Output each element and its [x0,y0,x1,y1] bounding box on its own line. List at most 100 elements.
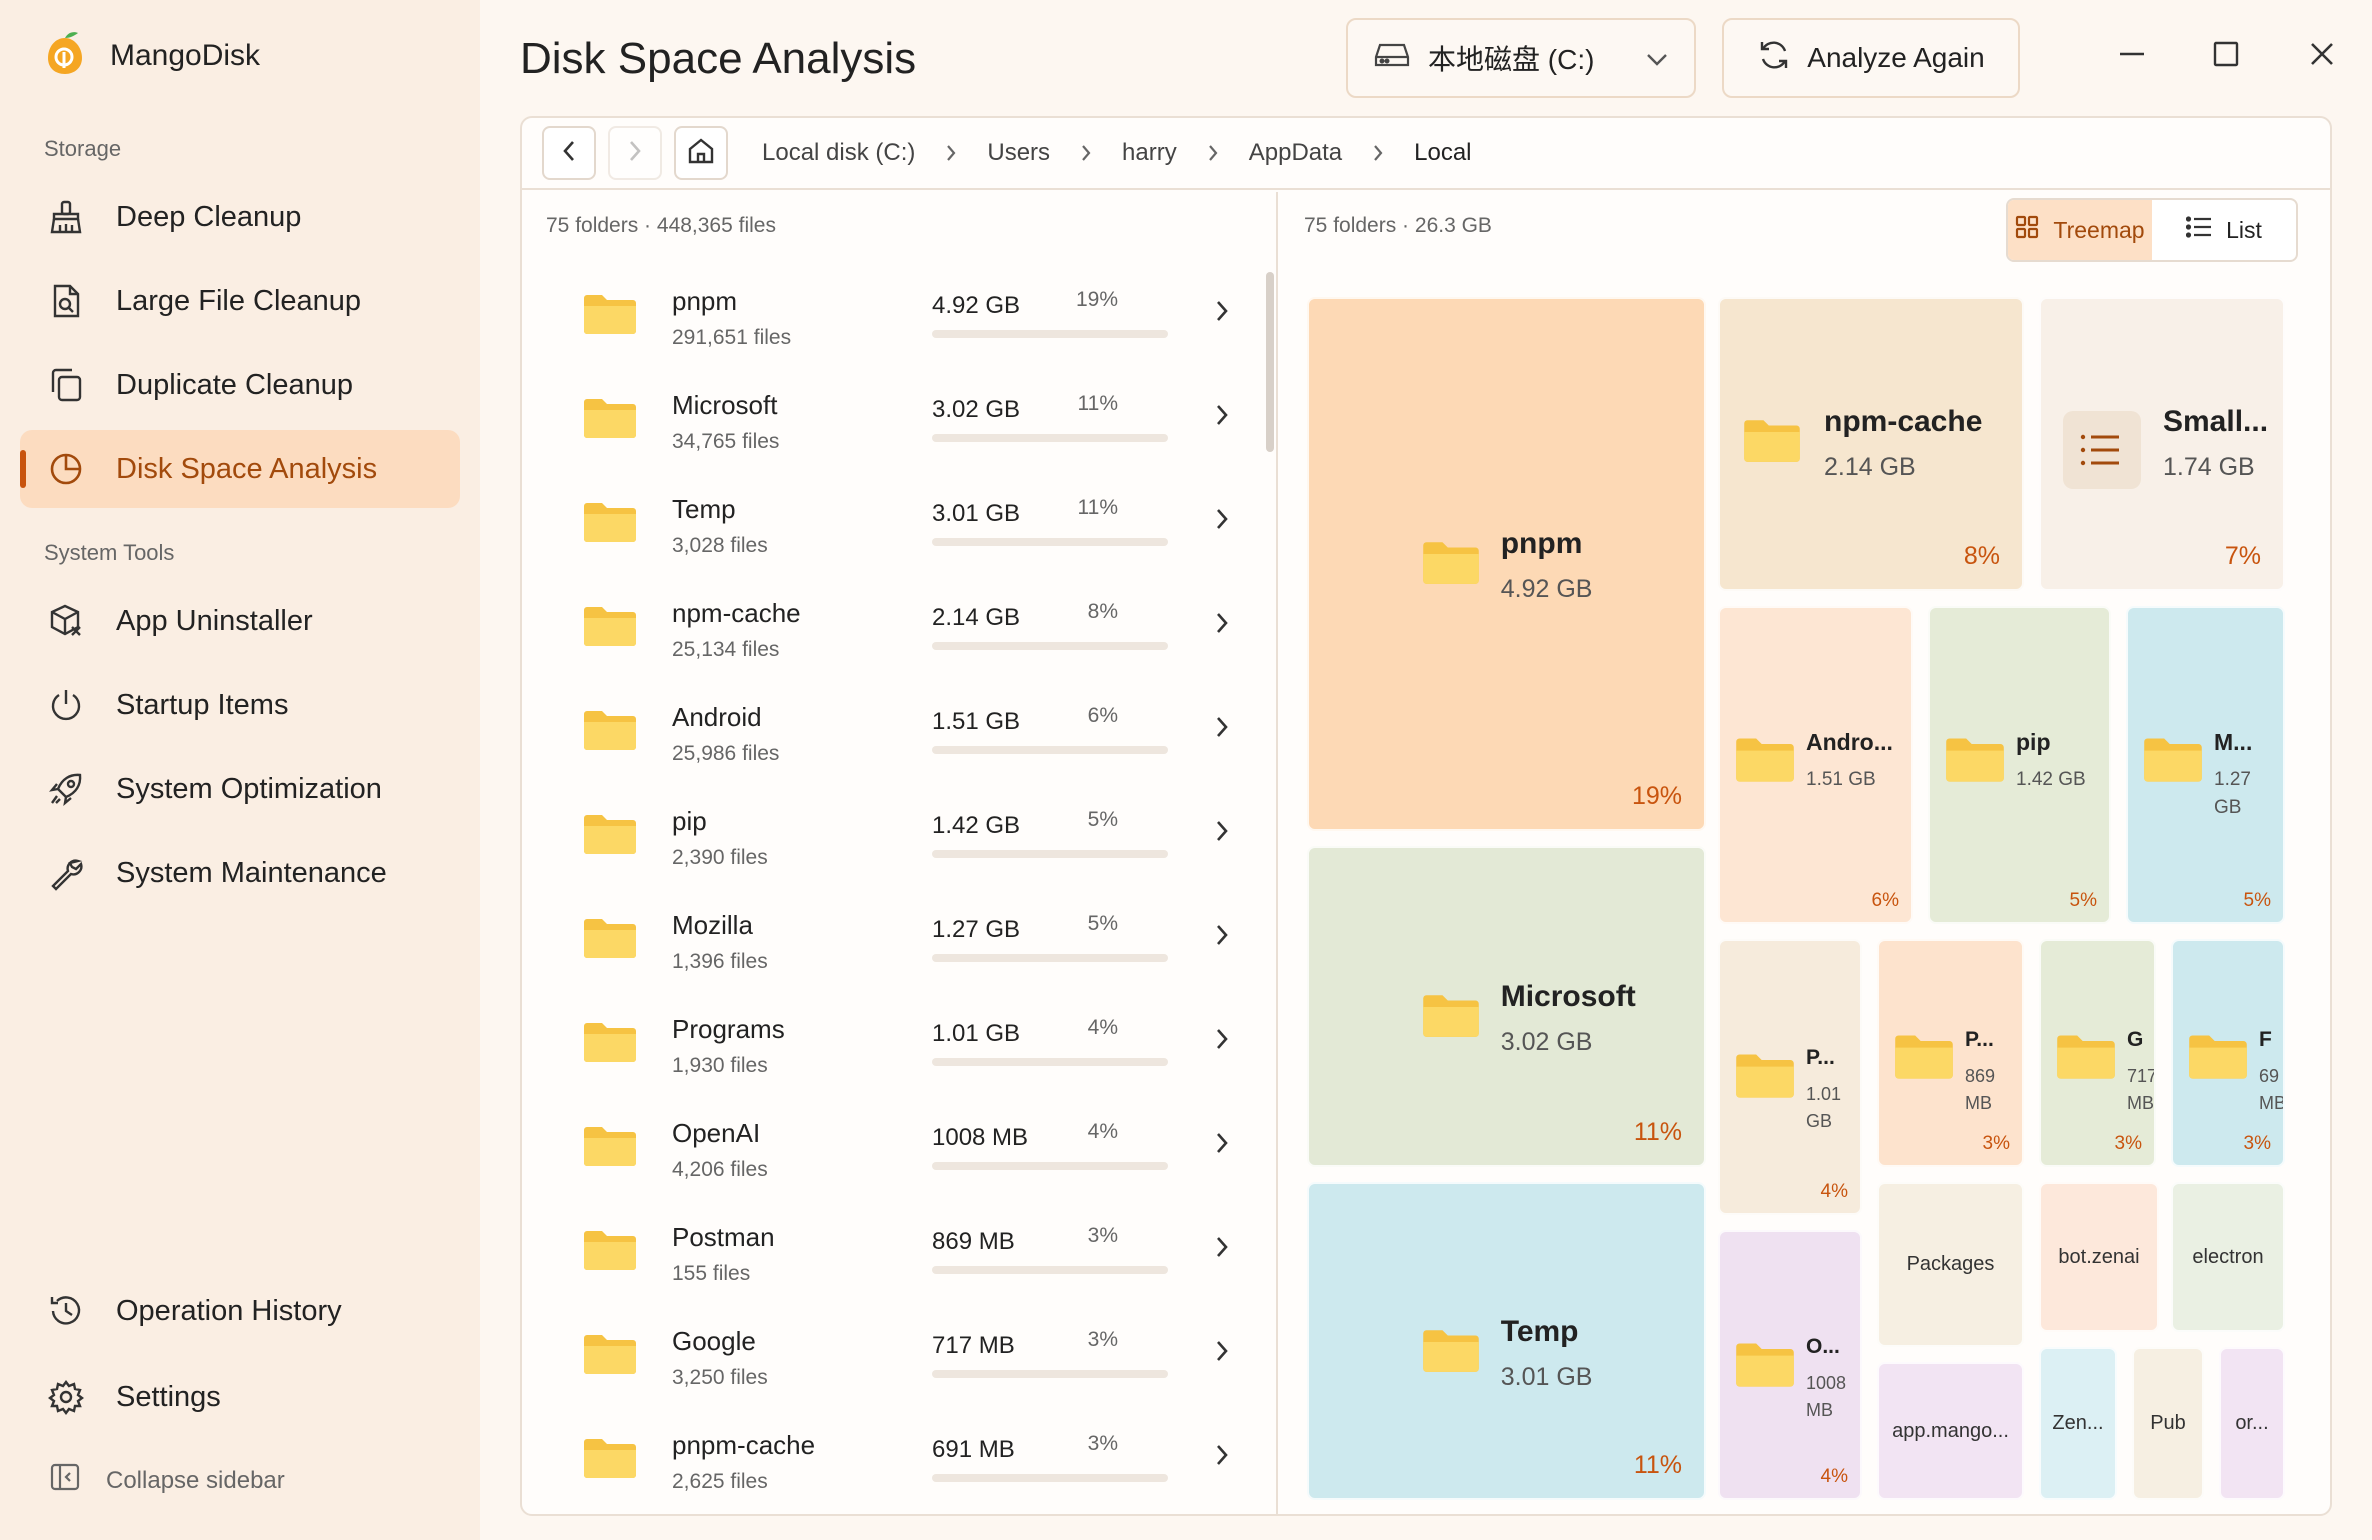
breadcrumb-item[interactable]: Local disk (C:) [762,139,916,166]
chevron-right-icon[interactable] [1214,1338,1230,1369]
nav-deep-cleanup[interactable]: Deep Cleanup [20,178,460,256]
folder-name: Microsoft [672,390,778,420]
drive-select[interactable]: 本地磁盘 (C:) [1346,18,1696,98]
treemap-tile[interactable]: or... [2219,1347,2285,1500]
folder-row[interactable]: Programs 1,930 files 1.01 GB 4% [542,994,1242,1098]
folder-row[interactable]: npm-cache 25,134 files 2.14 GB 8% [542,578,1242,682]
chevron-right-icon[interactable] [1214,1234,1230,1265]
tile-name: Packages [1906,1253,1995,1275]
treemap-tile[interactable]: app.mango... [1877,1362,2024,1500]
power-icon [46,685,86,725]
analyze-again-label: Analyze Again [1807,42,1985,73]
tile-size: 1.27 GB [2214,768,2251,819]
analyze-again-button[interactable]: Analyze Again [1722,18,2020,98]
list-view-button[interactable]: List [2152,200,2296,260]
folder-file-count: 1,396 files [672,950,768,973]
folder-row[interactable]: Postman 155 files 869 MB 3% [542,1202,1242,1306]
breadcrumb-item[interactable]: harry [1122,139,1177,166]
treemap-tile[interactable]: Packages [1877,1182,2024,1347]
treemap-tile[interactable]: Small... 1.74 GB 7% [2039,297,2285,591]
tile-name: Pub [2150,1412,2186,1434]
folder-row[interactable]: Temp 3,028 files 3.01 GB 11% [542,474,1242,578]
chevron-right-icon[interactable] [1214,610,1230,641]
back-button[interactable] [542,126,596,180]
nav-large-file-cleanup[interactable]: Large File Cleanup [20,262,460,340]
nav-disk-space-analysis[interactable]: Disk Space Analysis [20,430,460,508]
grid-icon [2015,215,2039,245]
folder-row[interactable]: Google 3,250 files 717 MB 3% [542,1306,1242,1410]
tile-name: M... [2214,728,2253,755]
folder-row[interactable]: OpenAI 4,206 files 1008 MB 4% [542,1098,1242,1202]
folder-size: 1.01 GB [932,1020,1021,1047]
breadcrumb-item[interactable]: AppData [1248,139,1343,166]
treemap-tile[interactable]: npm-cache 2.14 GB 8% [1718,297,2024,591]
chevron-right-icon[interactable] [1214,1026,1230,1057]
home-button[interactable] [674,126,728,180]
treemap-tile[interactable]: pip 1.42 GB 5% [1928,606,2111,924]
folder-percent: 3% [1087,1328,1118,1351]
collapse-sidebar-button[interactable]: Collapse sidebar [50,1462,285,1499]
treemap-tile[interactable]: Zen... [2039,1347,2117,1500]
tile-size: 717 MB [2127,1065,2156,1113]
tile-size: 1.74 GB [2163,452,2255,481]
close-button[interactable] [2292,26,2352,86]
folder-name: Mozilla [672,910,753,940]
folder-row[interactable]: Microsoft 34,765 files 3.02 GB 11% [542,370,1242,474]
folder-row[interactable]: pnpm-cache 2,625 files 691 MB 3% [542,1410,1242,1514]
list-scrollbar[interactable] [1266,272,1274,452]
treemap-tile[interactable]: O... 1008 MB 4% [1718,1230,1862,1500]
breadcrumb-item[interactable]: Users [987,139,1051,166]
folder-row[interactable]: Mozilla 1,396 files 1.27 GB 5% [542,890,1242,994]
forward-button[interactable] [608,126,662,180]
treemap-tile[interactable]: Microsoft 3.02 GB 11% [1307,846,1706,1167]
folder-percent: 8% [1087,600,1118,623]
nav-startup-items[interactable]: Startup Items [20,666,460,744]
treemap-tile[interactable]: Andro... 1.51 GB 6% [1718,606,1913,924]
minimize-button[interactable] [2102,26,2162,86]
chevron-right-icon[interactable] [1214,714,1230,745]
nav-settings[interactable]: Settings [20,1358,460,1436]
treemap-tile[interactable]: bot.zenai [2039,1182,2159,1332]
tile-name: pip [2016,728,2051,755]
nav-label: System Maintenance [116,856,387,889]
treemap-view-button[interactable]: Treemap [2008,200,2152,260]
nav-system-maintenance[interactable]: System Maintenance [20,834,460,912]
breadcrumb: Local disk (C:) Users harry AppData Loca… [758,139,1476,167]
folder-row[interactable]: pip 2,390 files 1.42 GB 5% [542,786,1242,890]
copy-icon [46,365,86,405]
chevron-right-icon[interactable] [1214,818,1230,849]
chevron-right-icon[interactable] [1214,402,1230,433]
nav-operation-history[interactable]: Operation History [20,1272,460,1350]
folder-row[interactable]: Android 25,986 files 1.51 GB 6% [542,682,1242,786]
treemap-tile[interactable]: electron [2171,1182,2285,1332]
folder-row[interactable]: pnpm 291,651 files 4.92 GB 19% [542,266,1242,370]
treemap-tile[interactable]: F 69 MB 3% [2171,939,2285,1167]
chevron-right-icon[interactable] [1214,506,1230,537]
treemap-tile[interactable]: Temp 3.01 GB 11% [1307,1182,1706,1500]
folder-icon [582,812,638,861]
treemap-tile[interactable]: pnpm 4.92 GB 19% [1307,297,1706,831]
nav-app-uninstaller[interactable]: App Uninstaller [20,582,460,660]
chevron-right-icon[interactable] [1214,1130,1230,1161]
storage-section-label: Storage [44,136,122,161]
folder-size: 4.92 GB [932,292,1021,319]
chevron-right-icon[interactable] [1214,298,1230,329]
treemap-tile[interactable]: P... 869 MB 3% [1877,939,2024,1167]
nav-label: Startup Items [116,688,289,721]
folder-percent: 4% [1087,1016,1118,1039]
chevron-right-icon [1080,143,1092,163]
nav-duplicate-cleanup[interactable]: Duplicate Cleanup [20,346,460,424]
view-toggle: Treemap List [2006,198,2298,262]
maximize-button[interactable] [2196,26,2256,86]
tile-size: 3.02 GB [1500,1028,1593,1057]
tile-percent: 3% [2243,1133,2271,1154]
chevron-right-icon[interactable] [1214,1442,1230,1473]
chevron-right-icon[interactable] [1214,922,1230,953]
treemap-tile[interactable]: M... 1.27 GB 5% [2126,606,2285,924]
treemap-tile[interactable]: G 717 MB 3% [2039,939,2156,1167]
treemap-tile[interactable]: Pub [2132,1347,2204,1500]
package-remove-icon [46,601,86,641]
main-content: Disk Space Analysis 本地磁盘 (C:) Analyze Ag… [480,0,2372,1540]
treemap-tile[interactable]: P... 1.01 GB 4% [1718,939,1862,1215]
nav-system-optimization[interactable]: System Optimization [20,750,460,828]
